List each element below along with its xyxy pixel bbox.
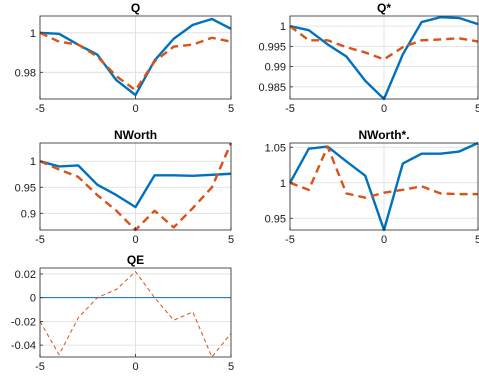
x-tick-label: 0 <box>132 361 138 373</box>
x-tick-label: 0 <box>381 103 387 115</box>
y-tick-label: 0.02 <box>15 269 36 281</box>
x-tick-label: 5 <box>228 361 234 373</box>
x-tick-label: 5 <box>228 234 234 246</box>
y-tick-label: 1 <box>30 28 36 40</box>
subplot-title: Q* <box>377 1 391 15</box>
subplot-3: -5 0 5 0.9 0.95 1 NWorth <box>15 128 234 246</box>
subplot-title: NWorth <box>114 128 157 142</box>
series-line-2 <box>39 31 232 92</box>
x-tick-label: 0 <box>381 234 387 246</box>
series-line-1 <box>39 17 232 97</box>
y-tick-label: -0.04 <box>11 340 36 352</box>
y-tick-label: 0.985 <box>258 82 286 94</box>
subplot-5: -5 0 5 -0.04 -0.02 0 0.02 QE <box>11 253 234 373</box>
subplot-title: QE <box>127 253 144 267</box>
x-tick-label: 5 <box>475 103 479 115</box>
series-line-2 <box>289 25 479 61</box>
y-tick-label: -0.02 <box>11 316 36 328</box>
x-tick-label: -5 <box>35 361 45 373</box>
x-tick-label: 0 <box>132 103 138 115</box>
y-tick-label: 1 <box>280 21 286 33</box>
y-tick-label: 0 <box>30 293 36 305</box>
subplot-2: -5 0 5 0.985 0.99 0.995 1 Q* <box>258 1 479 115</box>
series-line-2 <box>289 145 478 199</box>
y-tick-label: 0.995 <box>258 41 286 53</box>
x-tick-label: 5 <box>228 103 234 115</box>
x-tick-label: -5 <box>35 234 45 246</box>
y-tick-label: 1 <box>280 178 286 190</box>
subplot-title: Q <box>131 1 140 15</box>
y-tick-label: 0.98 <box>15 67 36 79</box>
x-tick-label: -5 <box>285 103 295 115</box>
series-line-2 <box>39 271 232 358</box>
x-tick-label: 0 <box>132 234 138 246</box>
subplot-4: -5 0 5 0.95 1 1.05 NWorth*. <box>265 128 479 246</box>
x-tick-label: 5 <box>475 234 479 246</box>
x-tick-label: -5 <box>35 103 45 115</box>
y-tick-label: 1 <box>30 156 36 168</box>
series-line-1 <box>39 160 232 209</box>
y-tick-label: 0.99 <box>265 62 286 74</box>
x-tick-label: -5 <box>285 234 295 246</box>
y-tick-label: 1.05 <box>265 142 286 154</box>
y-tick-label: 0.95 <box>265 213 286 225</box>
y-tick-label: 0.95 <box>15 182 36 194</box>
y-tick-label: 0.9 <box>21 208 36 220</box>
subplot-title: NWorth*. <box>358 128 409 142</box>
subplot-1: -5 0 5 0.98 1 Q <box>15 1 234 115</box>
